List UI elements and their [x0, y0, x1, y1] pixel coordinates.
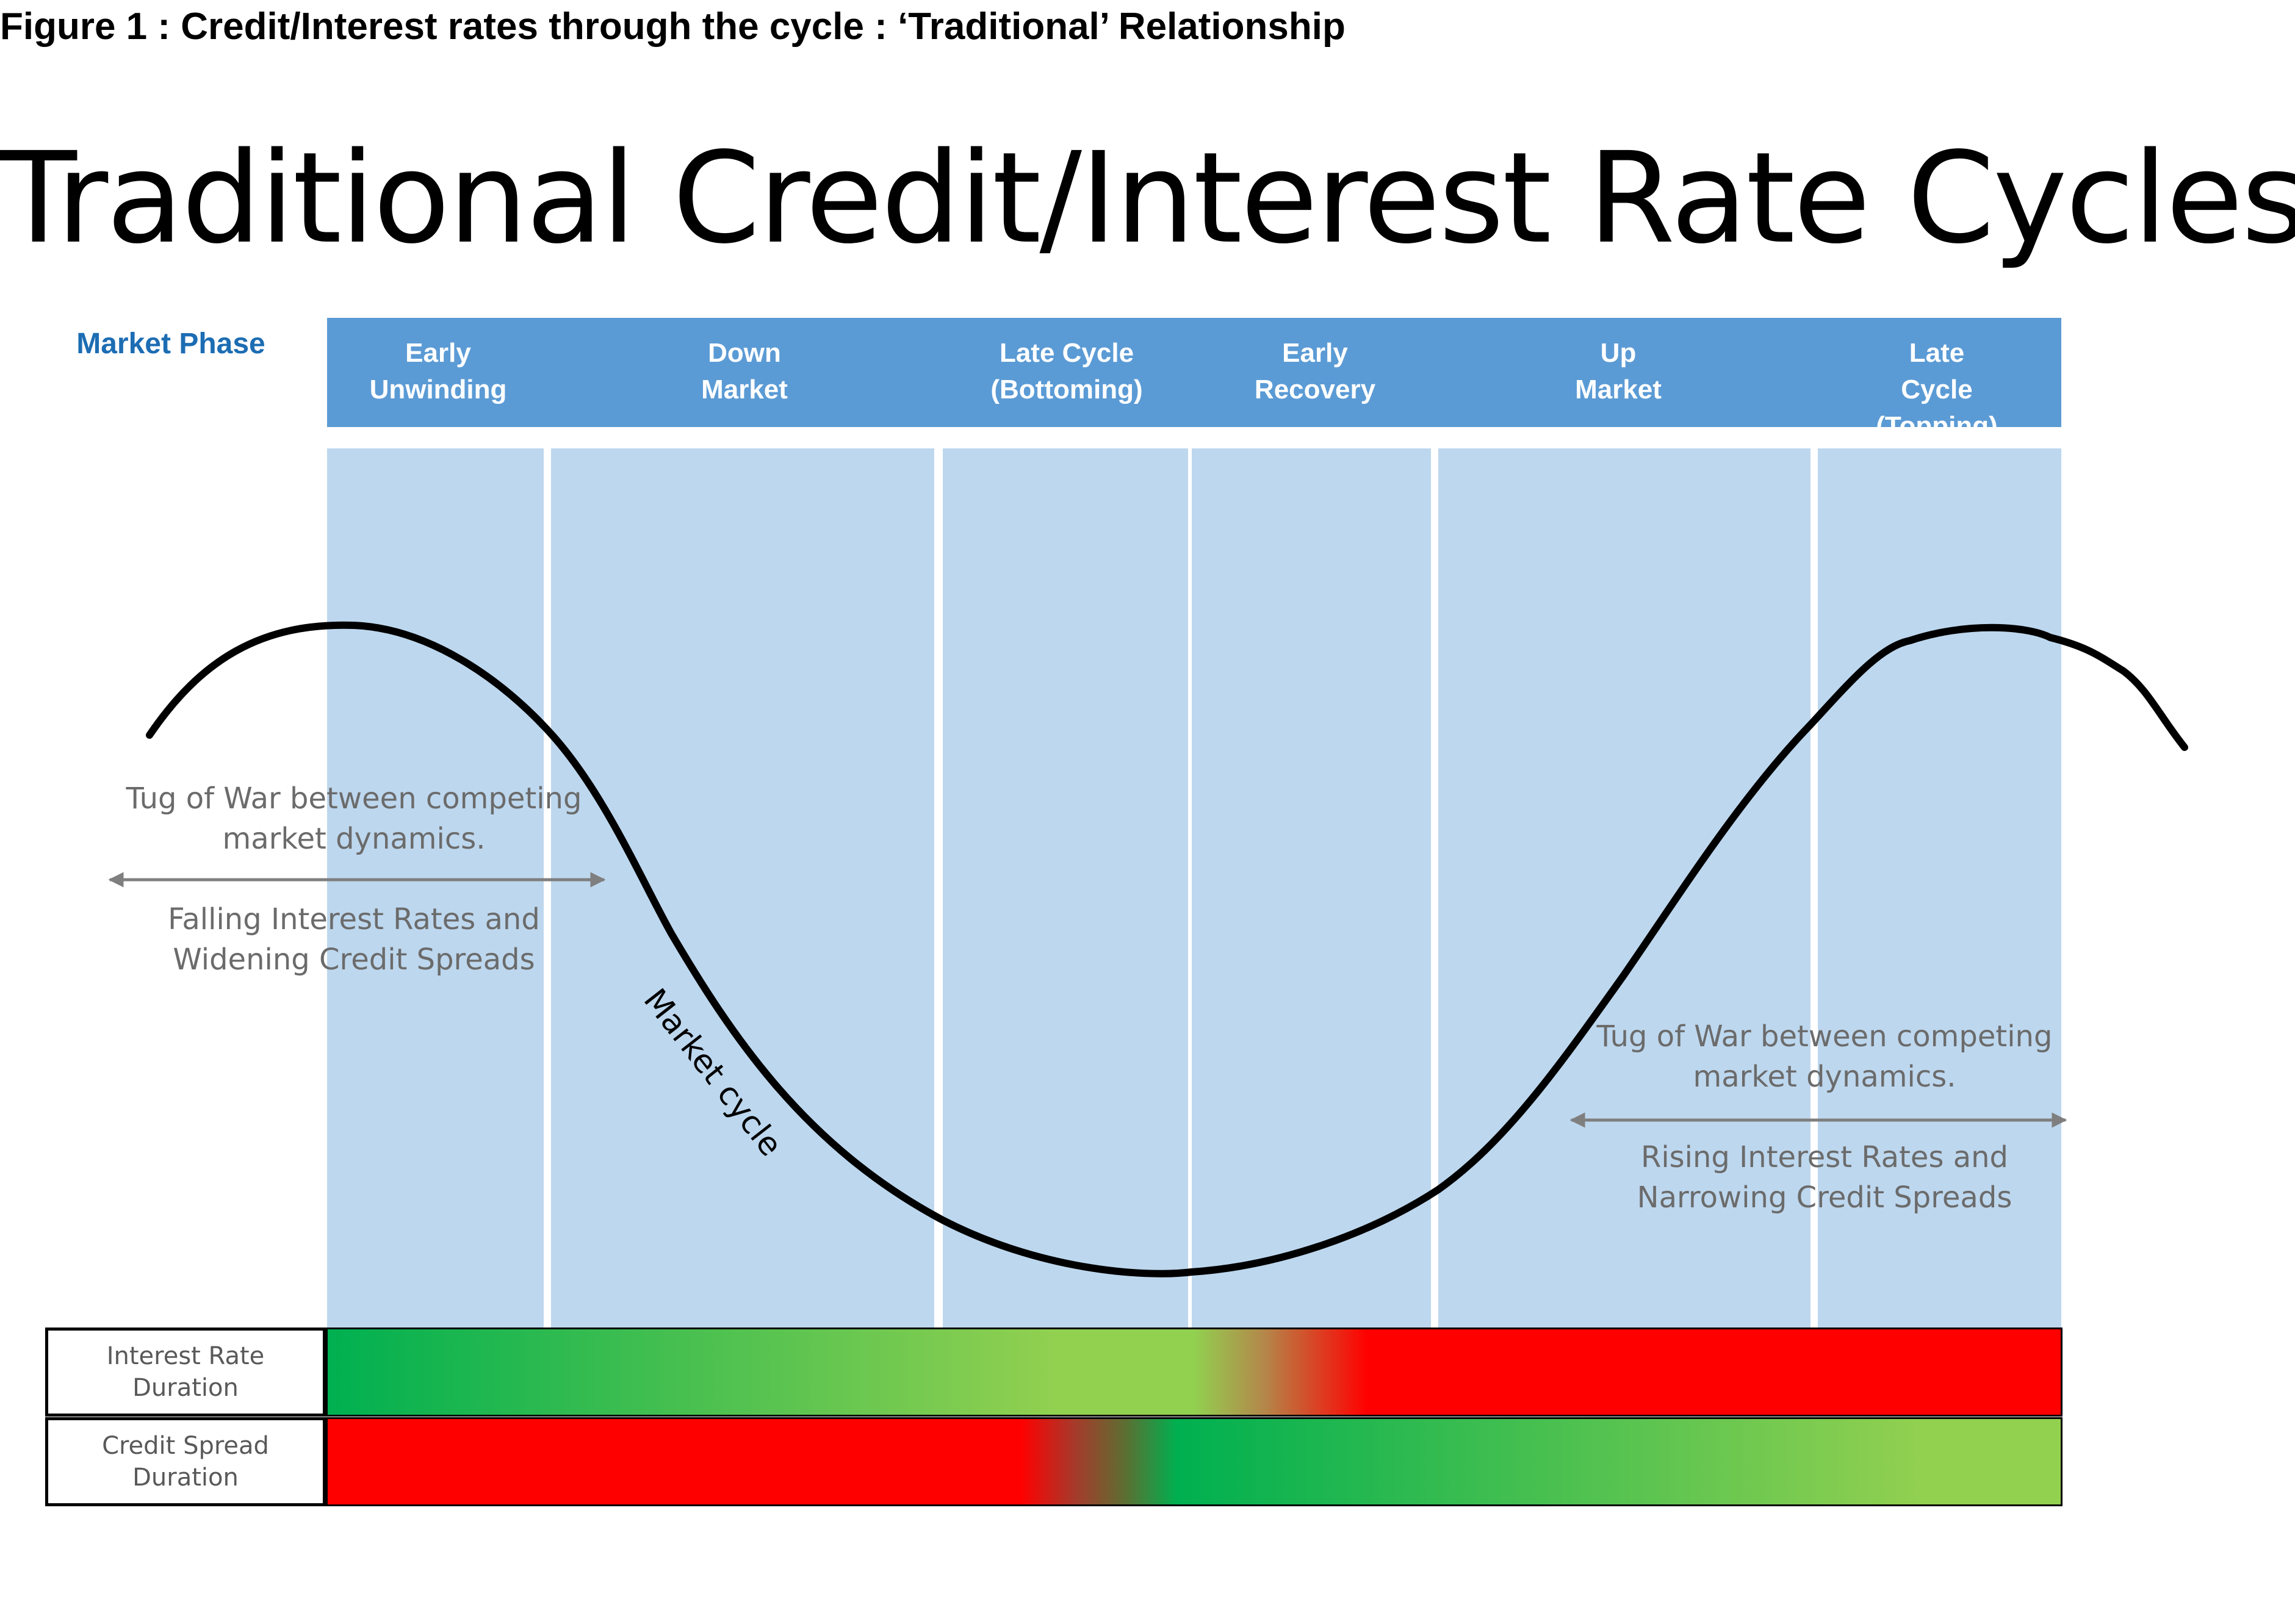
- annotation-right-tug-of-war: Tug of War between competing market dyna…: [1596, 1019, 2053, 1094]
- phase-down-market: Down Market: [701, 338, 788, 404]
- phase-column-late-cycle-topping: [1818, 448, 2061, 1328]
- phase-early-unwinding: Early Unwinding: [369, 338, 507, 404]
- phase-column-up-market: [1438, 448, 1810, 1328]
- phase-late-cycle-bottoming: Late Cycle (Bottoming): [990, 338, 1143, 404]
- phase-header-bar: Early Unwinding Down Market Late Cycle (…: [327, 318, 2061, 441]
- annotation-left-tug-of-war: Tug of War between competing market dyna…: [126, 781, 582, 856]
- phase-early-recovery: Early Recovery: [1254, 338, 1376, 404]
- phase-column-late-cycle: [943, 448, 1188, 1328]
- figure-caption: Figure 1 : Credit/Interest rates through…: [0, 5, 1346, 48]
- interest-rate-duration-bar: [326, 1328, 2063, 1417]
- annotation-left-falling-rates: Falling Interest Rates and Widening Cred…: [168, 902, 540, 977]
- interest-rate-duration-label: Interest Rate Duration: [45, 1328, 326, 1417]
- market-phase-label: Market Phase: [76, 328, 265, 360]
- phase-late-cycle-topping: Late Cycle (Topping): [1876, 338, 1998, 441]
- phase-column-early-recovery: [1192, 448, 1431, 1328]
- phase-up-market: Up Market: [1575, 338, 1662, 404]
- phase-column-early-unwinding: [327, 448, 544, 1328]
- phase-column-down-market: [551, 448, 934, 1328]
- market-cycle-curve: [146, 621, 2188, 1277]
- credit-spread-duration-label: Credit Spread Duration: [45, 1417, 326, 1506]
- credit-spread-duration-bar: [326, 1417, 2063, 1506]
- diagram-title: Traditional Credit/Interest Rate Cycles: [0, 125, 2295, 271]
- annotation-right-rising-rates: Rising Interest Rates and Narrowing Cred…: [1637, 1140, 2012, 1215]
